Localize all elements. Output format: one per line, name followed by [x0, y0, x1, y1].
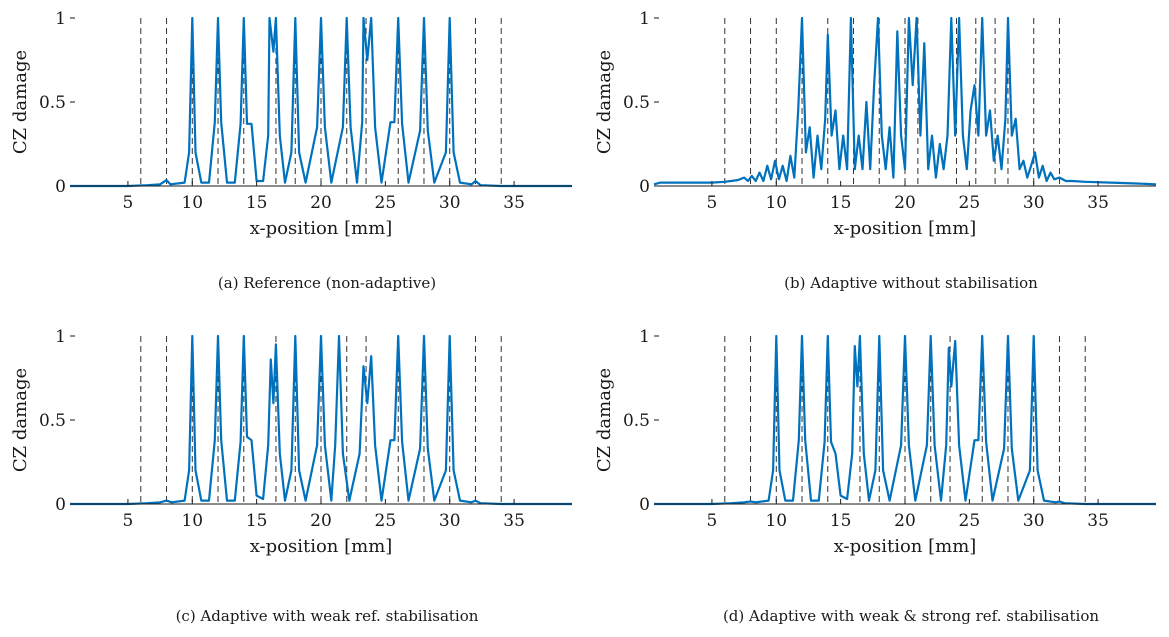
- y-tick-label: 0.5: [623, 93, 650, 113]
- panel-b: 5 10 15 20 25 30 35 0 0.5 1 x-position [mm] CZ dama…: [584, 0, 1168, 318]
- x-tick-label: 20: [310, 193, 332, 213]
- x-tick-label: 20: [310, 511, 332, 531]
- chart-d: 5 10 15 20 25 30 35 0 0.5 1 x-position [mm] CZ dama…: [594, 327, 1156, 557]
- y-axis-label: CZ damage: [10, 368, 31, 472]
- y-tick-label: 0: [639, 495, 650, 515]
- x-tick-label: 35: [503, 511, 525, 531]
- x-tick-label: 5: [123, 511, 134, 531]
- caption-a: (a) Reference (non-adaptive): [217, 274, 437, 292]
- caption-c: (c) Adaptive with weak ref. stabilisatio…: [175, 607, 479, 625]
- x-tick-label: 25: [959, 193, 981, 213]
- x-axis-label: x-position [mm]: [834, 218, 977, 239]
- x-tick-label: 15: [246, 193, 268, 213]
- caption-b: (b) Adaptive without stabilisation: [784, 274, 1038, 292]
- x-tick-label: 5: [707, 193, 718, 213]
- x-tick-label: 25: [375, 193, 397, 213]
- y-tick-label: 1: [639, 327, 650, 347]
- x-tick-label: 30: [1023, 511, 1045, 531]
- x-tick-label: 10: [181, 193, 203, 213]
- x-axis-label: x-position [mm]: [834, 536, 977, 557]
- x-tick-label: 15: [246, 511, 268, 531]
- y-tick-label: 0: [55, 177, 66, 197]
- x-axis-label: x-position [mm]: [250, 536, 393, 557]
- panel-c: 5 10 15 20 25 30 35 0 0.5 1 x-position [mm] CZ dama…: [0, 318, 584, 636]
- x-tick-label: 10: [765, 193, 787, 213]
- x-tick-label: 15: [830, 193, 852, 213]
- chart-c: 5 10 15 20 25 30 35 0 0.5 1 x-position [mm] CZ dama…: [10, 327, 572, 557]
- panel-d: 5 10 15 20 25 30 35 0 0.5 1 x-position [mm] CZ dama…: [584, 318, 1168, 636]
- x-tick-label: 25: [959, 511, 981, 531]
- y-tick-label: 1: [639, 9, 650, 29]
- y-tick-label: 0: [55, 495, 66, 515]
- panel-a: 5 10 15 20 25 30 35 0 0.5 1 x-position [mm] CZ dama…: [0, 0, 584, 318]
- y-tick-label: 1: [55, 327, 66, 347]
- damage-series-line: [653, 16, 1157, 186]
- x-tick-label: 35: [1087, 193, 1109, 213]
- y-tick-label: 0: [639, 177, 650, 197]
- x-tick-label: 30: [439, 193, 461, 213]
- x-tick-label: 10: [181, 511, 203, 531]
- x-tick-label: 30: [439, 511, 461, 531]
- y-tick-label: 0.5: [39, 93, 66, 113]
- x-axis-label: x-position [mm]: [250, 218, 393, 239]
- x-tick-label: 25: [375, 511, 397, 531]
- y-axis-label: CZ damage: [594, 50, 615, 154]
- x-tick-label: 5: [123, 193, 134, 213]
- damage-series-line: [654, 334, 1156, 506]
- x-tick-label: 20: [894, 511, 916, 531]
- y-axis-label: CZ damage: [594, 368, 615, 472]
- y-tick-label: 1: [55, 9, 66, 29]
- y-tick-label: 0.5: [623, 411, 650, 431]
- damage-series-line: [70, 334, 572, 506]
- x-tick-label: 10: [765, 511, 787, 531]
- x-tick-label: 5: [707, 511, 718, 531]
- damage-series-line: [70, 16, 572, 188]
- chart-b: 5 10 15 20 25 30 35 0 0.5 1 x-position [mm] CZ dama…: [594, 9, 1157, 239]
- x-tick-label: 35: [503, 193, 525, 213]
- chart-a: 5 10 15 20 25 30 35 0 0.5 1 x-position [mm] CZ dama…: [10, 9, 572, 239]
- x-tick-label: 15: [830, 511, 852, 531]
- x-tick-label: 35: [1087, 511, 1109, 531]
- x-tick-label: 30: [1023, 193, 1045, 213]
- y-axis-label: CZ damage: [10, 50, 31, 154]
- x-tick-label: 20: [894, 193, 916, 213]
- caption-d: (d) Adaptive with weak & strong ref. sta…: [722, 607, 1100, 625]
- y-tick-label: 0.5: [39, 411, 66, 431]
